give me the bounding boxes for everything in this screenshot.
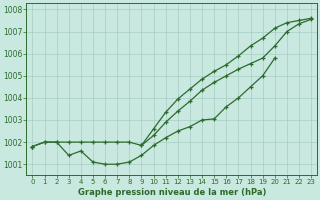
X-axis label: Graphe pression niveau de la mer (hPa): Graphe pression niveau de la mer (hPa) xyxy=(77,188,266,197)
